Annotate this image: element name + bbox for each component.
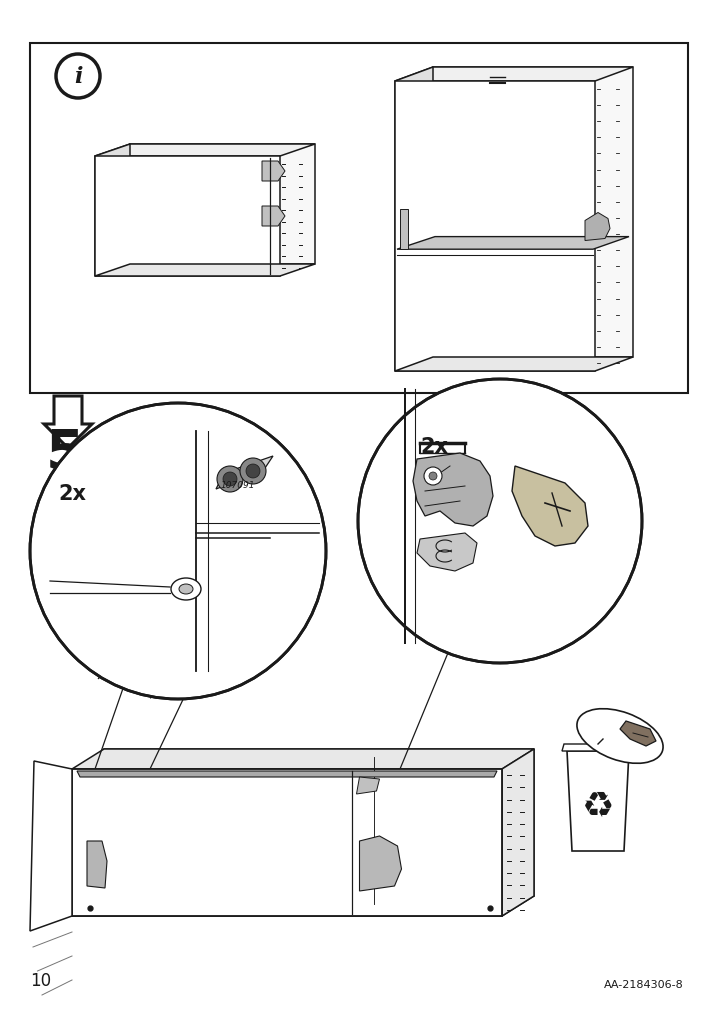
Circle shape [240, 459, 266, 484]
Polygon shape [360, 836, 401, 891]
Bar [395, 82, 595, 372]
Polygon shape [95, 265, 315, 277]
Polygon shape [95, 145, 130, 277]
Circle shape [424, 467, 442, 485]
Ellipse shape [577, 709, 663, 763]
Polygon shape [395, 358, 633, 372]
Polygon shape [585, 213, 610, 242]
Text: i: i [74, 66, 82, 88]
Text: 5: 5 [46, 427, 85, 480]
Circle shape [246, 464, 260, 478]
Polygon shape [567, 751, 629, 851]
Polygon shape [30, 761, 72, 931]
Polygon shape [95, 145, 315, 157]
Text: 10: 10 [30, 971, 51, 989]
Polygon shape [620, 721, 656, 746]
Bar [95, 157, 280, 277]
Circle shape [429, 472, 437, 480]
Polygon shape [216, 457, 273, 489]
Polygon shape [502, 749, 534, 916]
Text: 107091: 107091 [221, 480, 255, 489]
Polygon shape [72, 749, 534, 769]
Text: ♻: ♻ [582, 790, 614, 823]
Bar [433, 68, 633, 358]
Polygon shape [44, 396, 92, 449]
Bar [30, 43, 688, 393]
Polygon shape [417, 534, 477, 571]
Text: 2x: 2x [420, 437, 448, 457]
Polygon shape [400, 210, 408, 250]
Polygon shape [72, 896, 534, 916]
Polygon shape [356, 777, 380, 795]
Circle shape [223, 472, 237, 486]
Circle shape [56, 55, 100, 99]
Circle shape [30, 403, 326, 700]
Circle shape [217, 466, 243, 492]
Polygon shape [413, 454, 493, 527]
Polygon shape [395, 68, 633, 82]
Ellipse shape [171, 578, 201, 601]
Circle shape [358, 379, 642, 663]
Polygon shape [562, 744, 634, 751]
Polygon shape [397, 238, 629, 250]
Polygon shape [104, 749, 534, 896]
Polygon shape [395, 68, 433, 372]
Polygon shape [262, 207, 285, 226]
Polygon shape [87, 841, 107, 888]
Polygon shape [77, 771, 497, 777]
Text: 2x: 2x [58, 483, 86, 503]
Polygon shape [512, 466, 588, 547]
Polygon shape [262, 162, 285, 182]
Ellipse shape [179, 584, 193, 594]
Bar [130, 145, 315, 265]
Text: AA-2184306-8: AA-2184306-8 [604, 979, 684, 989]
Bar [72, 769, 502, 916]
